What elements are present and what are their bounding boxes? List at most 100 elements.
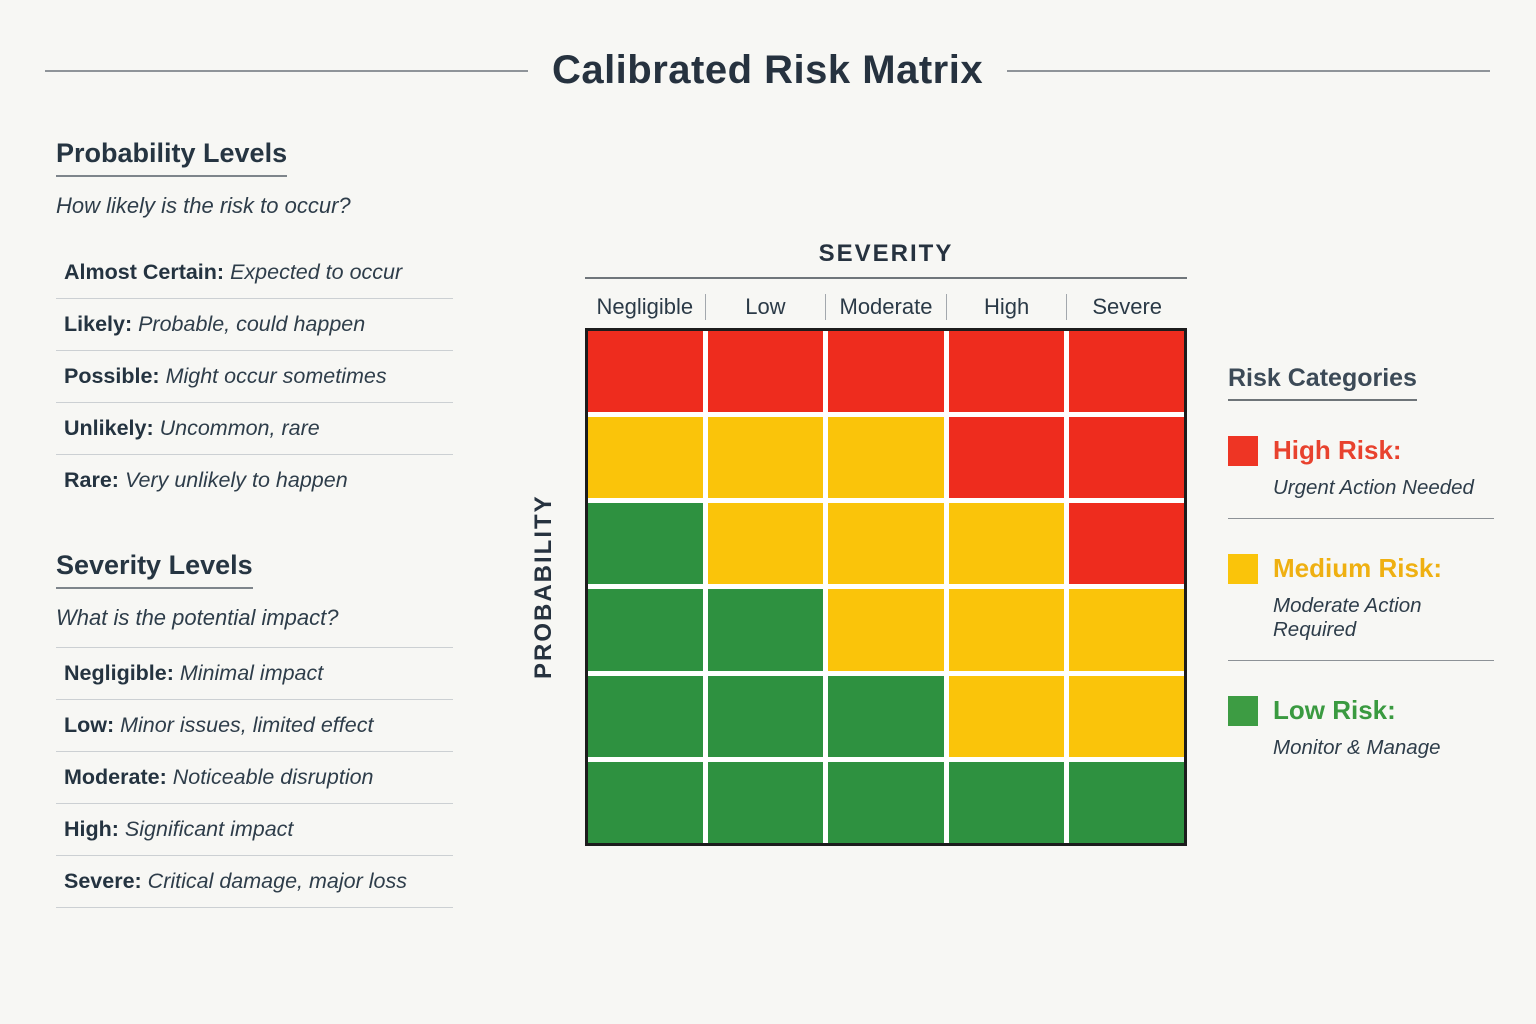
- matrix-cell-r6-c4-green: [948, 761, 1064, 843]
- matrix-cell-r4-c4-yellow: [948, 589, 1064, 671]
- severity-axis-title: SEVERITY: [818, 240, 954, 267]
- matrix-cell-r4-c2-green: [708, 589, 824, 671]
- severity-definition-label: Negligible:: [64, 661, 180, 685]
- probability-definition-description: Expected to occur: [230, 260, 403, 284]
- severity-column-labels: Negligible Low Moderate High Severe: [585, 286, 1187, 328]
- legend-item-description: Monitor & Manage: [1273, 736, 1441, 759]
- matrix-cell-r2-c4-red: [948, 417, 1064, 499]
- severity-question: What is the potential impact?: [56, 605, 453, 648]
- severity-definition-item: Low: Minor issues, limited effect: [56, 700, 453, 752]
- probability-definition-item: Likely: Probable, could happen: [56, 299, 453, 351]
- legend-heading: Risk Categories: [1228, 364, 1417, 401]
- probability-definition-description: Uncommon, rare: [159, 416, 320, 440]
- probability-definition-item: Rare: Very unlikely to happen: [56, 455, 453, 506]
- severity-levels-heading: Severity Levels: [56, 550, 253, 589]
- title-right-rule: [1007, 69, 1491, 72]
- matrix-cell-r1-c1-red: [588, 331, 704, 413]
- matrix-cell-r4-c3-yellow: [828, 589, 944, 671]
- severity-axis-rule: [585, 277, 1187, 279]
- matrix-cell-r6-c1-green: [588, 761, 704, 843]
- matrix-cell-r5-c1-green: [588, 675, 704, 757]
- matrix-cell-r6-c2-green: [708, 761, 824, 843]
- probability-levels-section: Probability Levels How likely is the ris…: [56, 138, 453, 506]
- probability-definition-label: Almost Certain:: [64, 260, 231, 284]
- probability-definition-label: Unlikely:: [64, 416, 160, 440]
- matrix-cell-r3-c3-yellow: [828, 503, 944, 585]
- severity-definition-label: Severe:: [64, 869, 148, 893]
- probability-axis-title: PROBABILITY: [530, 494, 557, 680]
- severity-definitions-list: Negligible: Minimal impact Low: Minor iss…: [56, 648, 453, 908]
- legend-item: Medium Risk: Moderate Action Required: [1228, 553, 1494, 642]
- legend-items: High Risk: Urgent Action Needed Medium Ris…: [1228, 435, 1494, 760]
- legend-item-head: High Risk:: [1228, 435, 1494, 466]
- severity-definition-item: Moderate: Noticeable disruption: [56, 752, 453, 804]
- matrix-cell-r2-c3-yellow: [828, 417, 944, 499]
- severity-definition-item: Negligible: Minimal impact: [56, 648, 453, 700]
- matrix-cell-r1-c2-red: [708, 331, 824, 413]
- column-label-low: Low: [704, 294, 826, 320]
- title-row: Calibrated Risk Matrix: [45, 48, 1491, 93]
- matrix-cell-r5-c3-green: [828, 675, 944, 757]
- severity-definition-label: High:: [64, 817, 125, 841]
- severity-definition-description: Minimal impact: [179, 661, 324, 685]
- matrix-cell-r2-c1-yellow: [588, 417, 704, 499]
- severity-levels-section: Severity Levels What is the potential im…: [56, 550, 453, 908]
- severity-definition-description: Significant impact: [124, 817, 294, 841]
- severity-definition-label: Low:: [64, 713, 121, 737]
- severity-definition-label: Moderate:: [64, 765, 173, 789]
- matrix-cell-r5-c5-yellow: [1068, 675, 1184, 757]
- matrix-cell-r3-c5-red: [1068, 503, 1184, 585]
- severity-definition-item: High: Significant impact: [56, 804, 453, 856]
- probability-definition-description: Probable, could happen: [138, 312, 366, 336]
- legend-divider: [1228, 660, 1494, 661]
- risk-matrix: SEVERITY Negligible Low Moderate High Severe…: [530, 240, 1187, 846]
- matrix-cell-r1-c5-red: [1068, 331, 1184, 413]
- matrix-cell-r5-c2-green: [708, 675, 824, 757]
- column-label-moderate: Moderate: [825, 294, 946, 320]
- probability-question: How likely is the risk to occur?: [56, 193, 351, 218]
- matrix-cell-r1-c4-red: [948, 331, 1064, 413]
- title-left-rule: [45, 69, 528, 72]
- legend-item: High Risk: Urgent Action Needed: [1228, 435, 1494, 500]
- probability-levels-heading: Probability Levels: [56, 138, 288, 177]
- legend-item-head: Medium Risk:: [1228, 553, 1494, 584]
- legend-color-swatch: [1228, 553, 1258, 584]
- probability-definition-label: Possible:: [64, 364, 166, 388]
- legend-item-head: Low Risk:: [1228, 695, 1494, 726]
- legend-color-swatch: [1228, 435, 1258, 466]
- matrix-cell-r3-c4-yellow: [948, 503, 1064, 585]
- severity-definition-description: Noticeable disruption: [172, 765, 374, 789]
- severity-definition-description: Critical damage, major loss: [147, 869, 407, 893]
- matrix-grid: [585, 328, 1187, 846]
- matrix-cell-r1-c3-red: [828, 331, 944, 413]
- legend-item-name: Medium Risk:: [1273, 553, 1443, 583]
- column-label-negligible: Negligible: [596, 294, 694, 319]
- severity-definition-description: Minor issues, limited effect: [120, 713, 374, 737]
- legend-item: Low Risk: Monitor & Manage: [1228, 695, 1494, 760]
- probability-definition-label: Rare:: [64, 468, 125, 492]
- matrix-cell-r6-c3-green: [828, 761, 944, 843]
- matrix-cell-r4-c5-yellow: [1068, 589, 1184, 671]
- legend-item-name: Low Risk:: [1273, 695, 1396, 725]
- column-label-high: High: [945, 294, 1067, 320]
- legend-item-name: High Risk:: [1273, 435, 1402, 465]
- legend-item-description: Moderate Action Required: [1273, 594, 1422, 641]
- probability-definition-label: Likely:: [64, 312, 139, 336]
- matrix-cell-r4-c1-green: [588, 589, 704, 671]
- probability-definition-item: Almost Certain: Expected to occur: [56, 247, 453, 299]
- probability-definition-item: Unlikely: Uncommon, rare: [56, 403, 453, 455]
- matrix-cell-r3-c2-yellow: [708, 503, 824, 585]
- matrix-cell-r3-c1-green: [588, 503, 704, 585]
- probability-definition-item: Possible: Might occur sometimes: [56, 351, 453, 403]
- matrix-cell-r5-c4-yellow: [948, 675, 1064, 757]
- legend-item-description: Urgent Action Needed: [1273, 476, 1474, 499]
- probability-definitions-list: Almost Certain: Expected to occur Likely:…: [56, 247, 453, 506]
- matrix-cell-r2-c5-red: [1068, 417, 1184, 499]
- risk-categories-legend: Risk Categories High Risk: Urgent Action …: [1228, 364, 1494, 760]
- probability-definition-description: Might occur sometimes: [165, 364, 387, 388]
- matrix-cell-r6-c5-green: [1068, 761, 1184, 843]
- matrix-cell-r2-c2-yellow: [708, 417, 824, 499]
- legend-divider: [1228, 518, 1494, 519]
- legend-color-swatch: [1228, 695, 1258, 726]
